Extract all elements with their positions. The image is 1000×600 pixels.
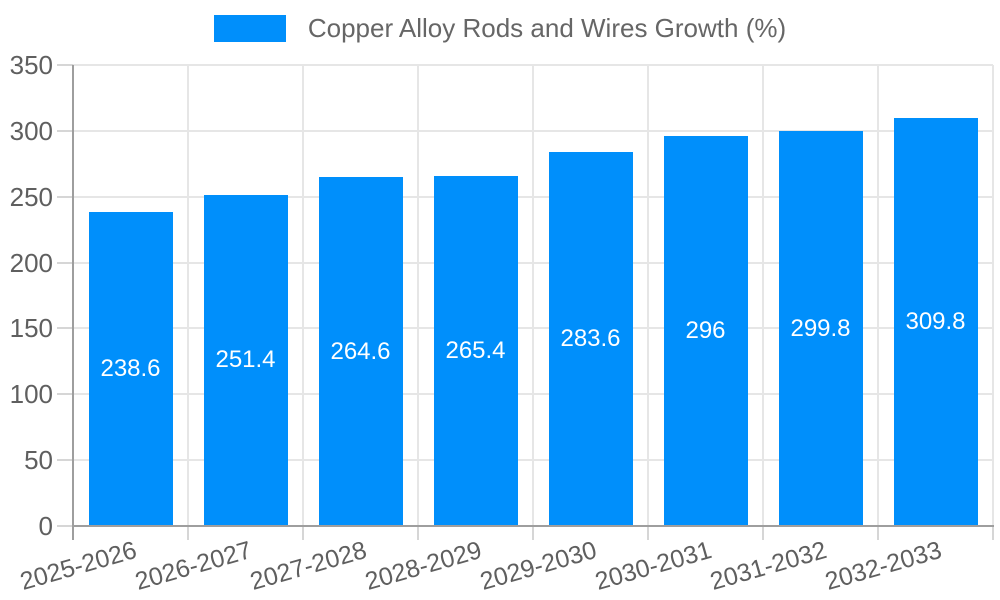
bar[interactable]: 296 [663,136,748,526]
y-axis-tick-mark [57,393,73,396]
bar[interactable]: 283.6 [548,152,633,526]
y-axis-tick-label: 150 [9,313,53,344]
x-axis-tick-label: 2030-2031 [592,536,715,596]
x-axis-tick-label: 2032-2033 [822,536,945,596]
gridline-vertical [762,65,764,526]
x-axis-tick-label: 2028-2029 [362,536,485,596]
bar[interactable]: 309.8 [893,117,978,526]
y-axis-tick-mark [57,525,73,527]
gridline-vertical [992,65,994,526]
legend-label: Copper Alloy Rods and Wires Growth (%) [307,13,787,43]
x-axis-tick-label: 2026-2027 [132,536,255,596]
bar[interactable]: 251.4 [203,194,288,526]
gridline-vertical [647,65,649,526]
bar-value-label: 296 [685,317,726,345]
x-axis-tick-mark [532,526,534,540]
bar-value-label: 264.6 [330,337,391,365]
x-axis-line [72,525,994,527]
x-axis-tick-label: 2029-2030 [477,536,600,596]
legend-marker [213,14,286,42]
y-axis-tick-label: 350 [9,50,53,80]
gridline-vertical [302,65,304,526]
bar[interactable]: 299.8 [778,131,863,526]
bar-value-label: 265.4 [445,337,506,365]
y-axis-line [72,65,74,540]
y-axis-tick-label: 0 [38,511,53,541]
y-axis-tick-mark [57,459,73,462]
x-axis-tick-mark [417,526,419,540]
bar[interactable]: 238.6 [88,211,173,526]
x-axis-tick-label: 2031-2032 [707,536,830,596]
bar-value-label: 251.4 [215,346,276,374]
legend[interactable]: Copper Alloy Rods and Wires Growth (%) [0,14,1000,43]
bar[interactable]: 265.4 [433,176,518,526]
y-axis-tick-mark [57,261,73,264]
bar-value-label: 238.6 [100,354,161,382]
y-axis-tick-mark [57,129,73,132]
bar[interactable]: 264.6 [318,177,403,526]
x-axis-tick-label: 2027-2028 [247,536,370,596]
y-axis-tick-label: 50 [24,445,53,476]
gridline-vertical [877,65,879,526]
bar-value-label: 309.8 [905,307,966,335]
y-axis-tick-label: 250 [9,181,53,212]
y-axis-tick-mark [57,64,73,66]
x-axis-tick-label: 2025-2026 [17,536,140,596]
x-axis-tick-mark [992,526,994,540]
y-axis-tick-mark [57,195,73,198]
x-axis-tick-mark [877,526,879,540]
x-axis-tick-mark [762,526,764,540]
bar-value-label: 299.8 [790,314,851,342]
y-axis-tick-mark [57,327,73,330]
x-axis-tick-mark [187,526,189,540]
bar-value-label: 283.6 [560,325,621,353]
y-axis-tick-label: 200 [9,247,53,278]
x-axis-tick-mark [647,526,649,540]
gridline-vertical [532,65,534,526]
gridline-vertical [187,65,189,526]
x-axis-tick-mark [302,526,304,540]
y-axis-tick-label: 300 [9,115,53,146]
plot-area: 238.6 251.4 264.6 265.4 283.6 296 299.8 309.8 [73,64,994,526]
gridline-vertical [417,65,419,526]
y-axis-tick-label: 100 [9,379,53,410]
